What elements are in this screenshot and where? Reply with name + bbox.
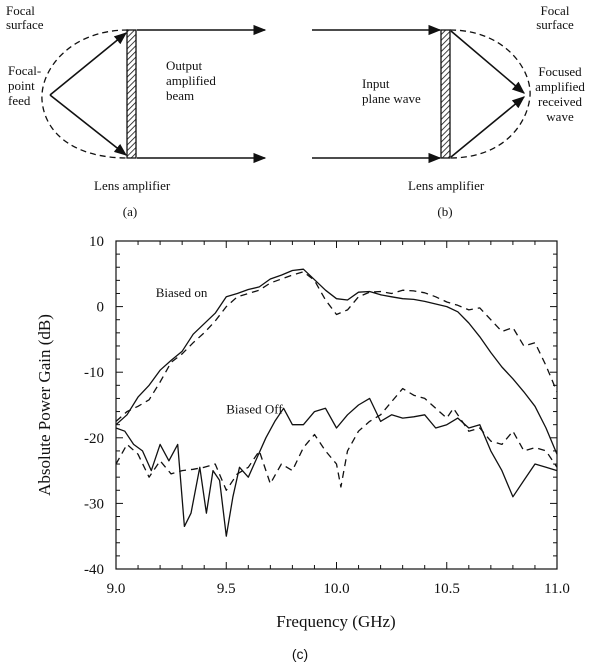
tick-labels: 9.0 9.5 10.0 10.5 11.0 10 0 -10 -20 -30 -40 (84, 234, 570, 597)
focused-wave-label: Focused amplified received wave (535, 64, 585, 124)
series-biased-off-dashed (115, 387, 558, 491)
series-biased-on-dashed (115, 271, 558, 422)
feed-ray-up-a (49, 32, 127, 96)
y-axis-title: Absolute Power Gain (dB) (35, 314, 54, 496)
annotation-biased-on: Biased on (156, 285, 208, 300)
caption-a: (a) (123, 204, 137, 219)
y-tick-label: 10 (89, 234, 104, 250)
focal-surface-curve-b (449, 29, 531, 159)
focus-ray-up-b (450, 96, 525, 158)
caption-b: (b) (437, 204, 452, 219)
y-tick-label: -40 (84, 562, 104, 578)
focus-ray-down-b (450, 30, 525, 94)
axis-ticks (115, 240, 558, 570)
x-tick-label: 11.0 (544, 581, 570, 597)
annotations: Biased on Biased Off (156, 285, 284, 417)
x-tick-label: 10.5 (434, 581, 460, 597)
focal-surface-label-a: Focal surface (6, 3, 44, 32)
x-tick-label: 9.0 (107, 581, 126, 597)
x-tick-label: 10.0 (323, 581, 349, 597)
feed-label: Focal-point feed (8, 63, 41, 108)
output-beam-label: Output amplified beam (166, 58, 216, 103)
y-tick-label: 0 (97, 300, 105, 316)
lens-amplifier-b (440, 29, 451, 159)
focal-surface-curve-a (41, 29, 129, 159)
input-wave-label: Input plane wave (362, 76, 421, 106)
series-layer (115, 268, 558, 537)
caption-c: (c) (292, 646, 308, 662)
gain-chart: 9.0 9.5 10.0 10.5 11.0 10 0 -10 -20 -30 -40 Biased… (35, 234, 570, 662)
diagram-a: Focal surface Focal-point feed Output ampli… (6, 3, 267, 219)
x-tick-label: 9.5 (217, 581, 236, 597)
series-biased-on-solid (115, 268, 558, 455)
focal-surface-label-b: Focal surface (536, 3, 574, 32)
lens-amplifier-label-b: Lens amplifier (408, 178, 485, 193)
annotation-biased-off: Biased Off (226, 402, 283, 417)
lens-amplifier-label-a: Lens amplifier (94, 178, 171, 193)
y-tick-label: -10 (84, 365, 104, 381)
y-tick-label: -20 (84, 431, 104, 447)
x-axis-title: Frequency (GHz) (276, 612, 395, 631)
diagram-b: Input plane wave Focal surface Focused ampl… (312, 3, 585, 219)
series-biased-off-solid (115, 397, 558, 537)
y-tick-label: -30 (84, 496, 104, 512)
lens-amplifier-a (126, 29, 137, 159)
feed-ray-down-a (49, 94, 128, 156)
